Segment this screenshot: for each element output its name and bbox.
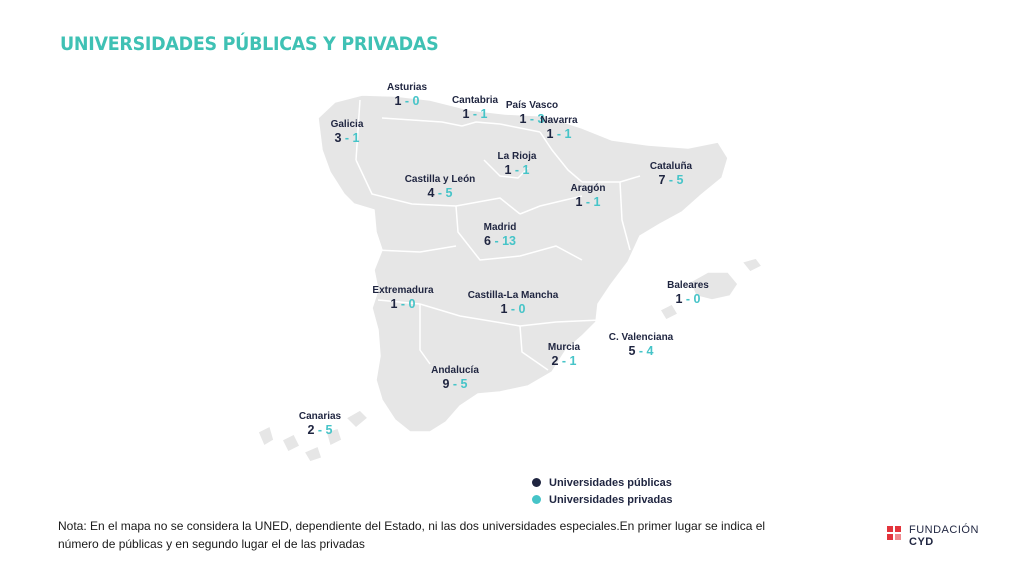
logo-line-2: CYD <box>909 536 934 548</box>
region-extremadura: Extremadura 1 - 0 <box>372 285 434 311</box>
private-dot-icon <box>532 495 541 504</box>
map-legend: Universidades públicas Universidades pri… <box>532 474 673 508</box>
public-count: 1 <box>546 127 554 141</box>
region-navarra: Navarra 1 - 1 <box>540 115 578 141</box>
peninsula-shape <box>317 94 729 433</box>
private-count: 3 <box>537 112 545 126</box>
region-murcia: Murcia 2 - 1 <box>547 342 581 368</box>
region-name: Galicia <box>330 119 364 130</box>
public-count: 2 <box>307 423 315 437</box>
canarias-2 <box>281 433 301 453</box>
public-count: 1 <box>675 292 683 306</box>
region-la-rioja: La Rioja 1 - 1 <box>497 151 537 177</box>
public-count: 2 <box>551 354 559 368</box>
region-cataluna: Cataluña 7 - 5 <box>649 161 693 187</box>
public-count: 1 <box>390 297 398 311</box>
public-count: 3 <box>334 131 342 145</box>
region-madrid: Madrid 6 - 13 <box>483 222 517 248</box>
private-count: 4 <box>646 344 654 358</box>
public-count: 1 <box>519 112 527 126</box>
legend-public: Universidades públicas <box>532 474 673 491</box>
region-aragon: Aragón 1 - 1 <box>570 183 606 209</box>
public-count: 9 <box>442 377 450 391</box>
canarias-5 <box>345 409 369 429</box>
public-count: 6 <box>484 234 491 248</box>
public-count: 1 <box>504 163 512 177</box>
region-name: País Vasco <box>505 100 559 111</box>
region-name: Cantabria <box>451 95 499 106</box>
region-c-valenciana: C. Valenciana 5 - 4 <box>608 332 674 358</box>
region-andalucia: Andalucía 9 - 5 <box>431 365 479 391</box>
region-baleares: Baleares 1 - 0 <box>667 280 709 306</box>
public-count: 1 <box>394 94 402 108</box>
region-pais-vasco: País Vasco 1 - 3 <box>505 100 559 126</box>
cyd-logo-icon <box>887 526 901 540</box>
canarias-1 <box>257 425 275 447</box>
private-count: 5 <box>460 377 468 391</box>
private-count: 0 <box>693 292 701 306</box>
footnote: Nota: En el mapa no se considera la UNED… <box>58 519 766 551</box>
region-borders <box>355 99 641 371</box>
region-asturias: Asturias 1 - 0 <box>386 82 428 108</box>
region-name: Madrid <box>483 222 517 233</box>
private-count: 1 <box>593 195 601 209</box>
logo-line-1: FUNDACIÓN <box>909 524 979 536</box>
region-name: Andalucía <box>431 365 479 376</box>
region-galicia: Galicia 3 - 1 <box>330 119 364 145</box>
private-count: 1 <box>522 163 530 177</box>
fundacion-cyd-logo: FUNDACIÓN CYD <box>887 524 979 548</box>
region-castilla-la-mancha: Castilla-La Mancha 1 - 0 <box>467 290 559 316</box>
region-cantabria: Cantabria 1 - 1 <box>451 95 499 121</box>
region-name: C. Valenciana <box>608 332 674 343</box>
private-count: 1 <box>352 131 360 145</box>
private-count: 5 <box>676 173 684 187</box>
baleares-mallorca <box>689 271 739 301</box>
public-count: 5 <box>628 344 636 358</box>
private-count: 5 <box>445 186 453 200</box>
region-name: Canarias <box>298 411 342 422</box>
public-count: 1 <box>500 302 508 316</box>
region-name: La Rioja <box>497 151 537 162</box>
private-count: 0 <box>412 94 420 108</box>
region-castilla-y-leon: Castilla y León 4 - 5 <box>404 174 476 200</box>
public-count: 4 <box>427 186 435 200</box>
page-title: UNIVERSIDADES PÚBLICAS Y PRIVADAS <box>60 33 439 55</box>
private-count: 13 <box>502 234 516 248</box>
region-name: Castilla y León <box>404 174 476 185</box>
private-count: 1 <box>564 127 572 141</box>
region-name: Aragón <box>570 183 606 194</box>
region-name: Murcia <box>547 342 581 353</box>
region-name: Navarra <box>540 115 578 126</box>
private-count: 0 <box>518 302 526 316</box>
canarias-4 <box>325 427 343 447</box>
private-count: 5 <box>325 423 333 437</box>
region-name: Baleares <box>667 280 709 291</box>
region-canarias: Canarias 2 - 5 <box>298 411 342 437</box>
region-name: Cataluña <box>649 161 693 172</box>
region-name: Castilla-La Mancha <box>467 290 559 301</box>
baleares-menorca <box>741 257 763 273</box>
public-count: 1 <box>462 107 470 121</box>
private-count: 0 <box>408 297 416 311</box>
public-count: 7 <box>658 173 666 187</box>
private-count: 1 <box>480 107 488 121</box>
private-count: 1 <box>569 354 577 368</box>
public-count: 1 <box>575 195 583 209</box>
baleares-ibiza <box>659 303 679 321</box>
canarias-3 <box>303 445 323 463</box>
region-name: Extremadura <box>372 285 434 296</box>
region-name: Asturias <box>386 82 428 93</box>
public-dot-icon <box>532 478 541 487</box>
legend-private: Universidades privadas <box>532 491 673 508</box>
